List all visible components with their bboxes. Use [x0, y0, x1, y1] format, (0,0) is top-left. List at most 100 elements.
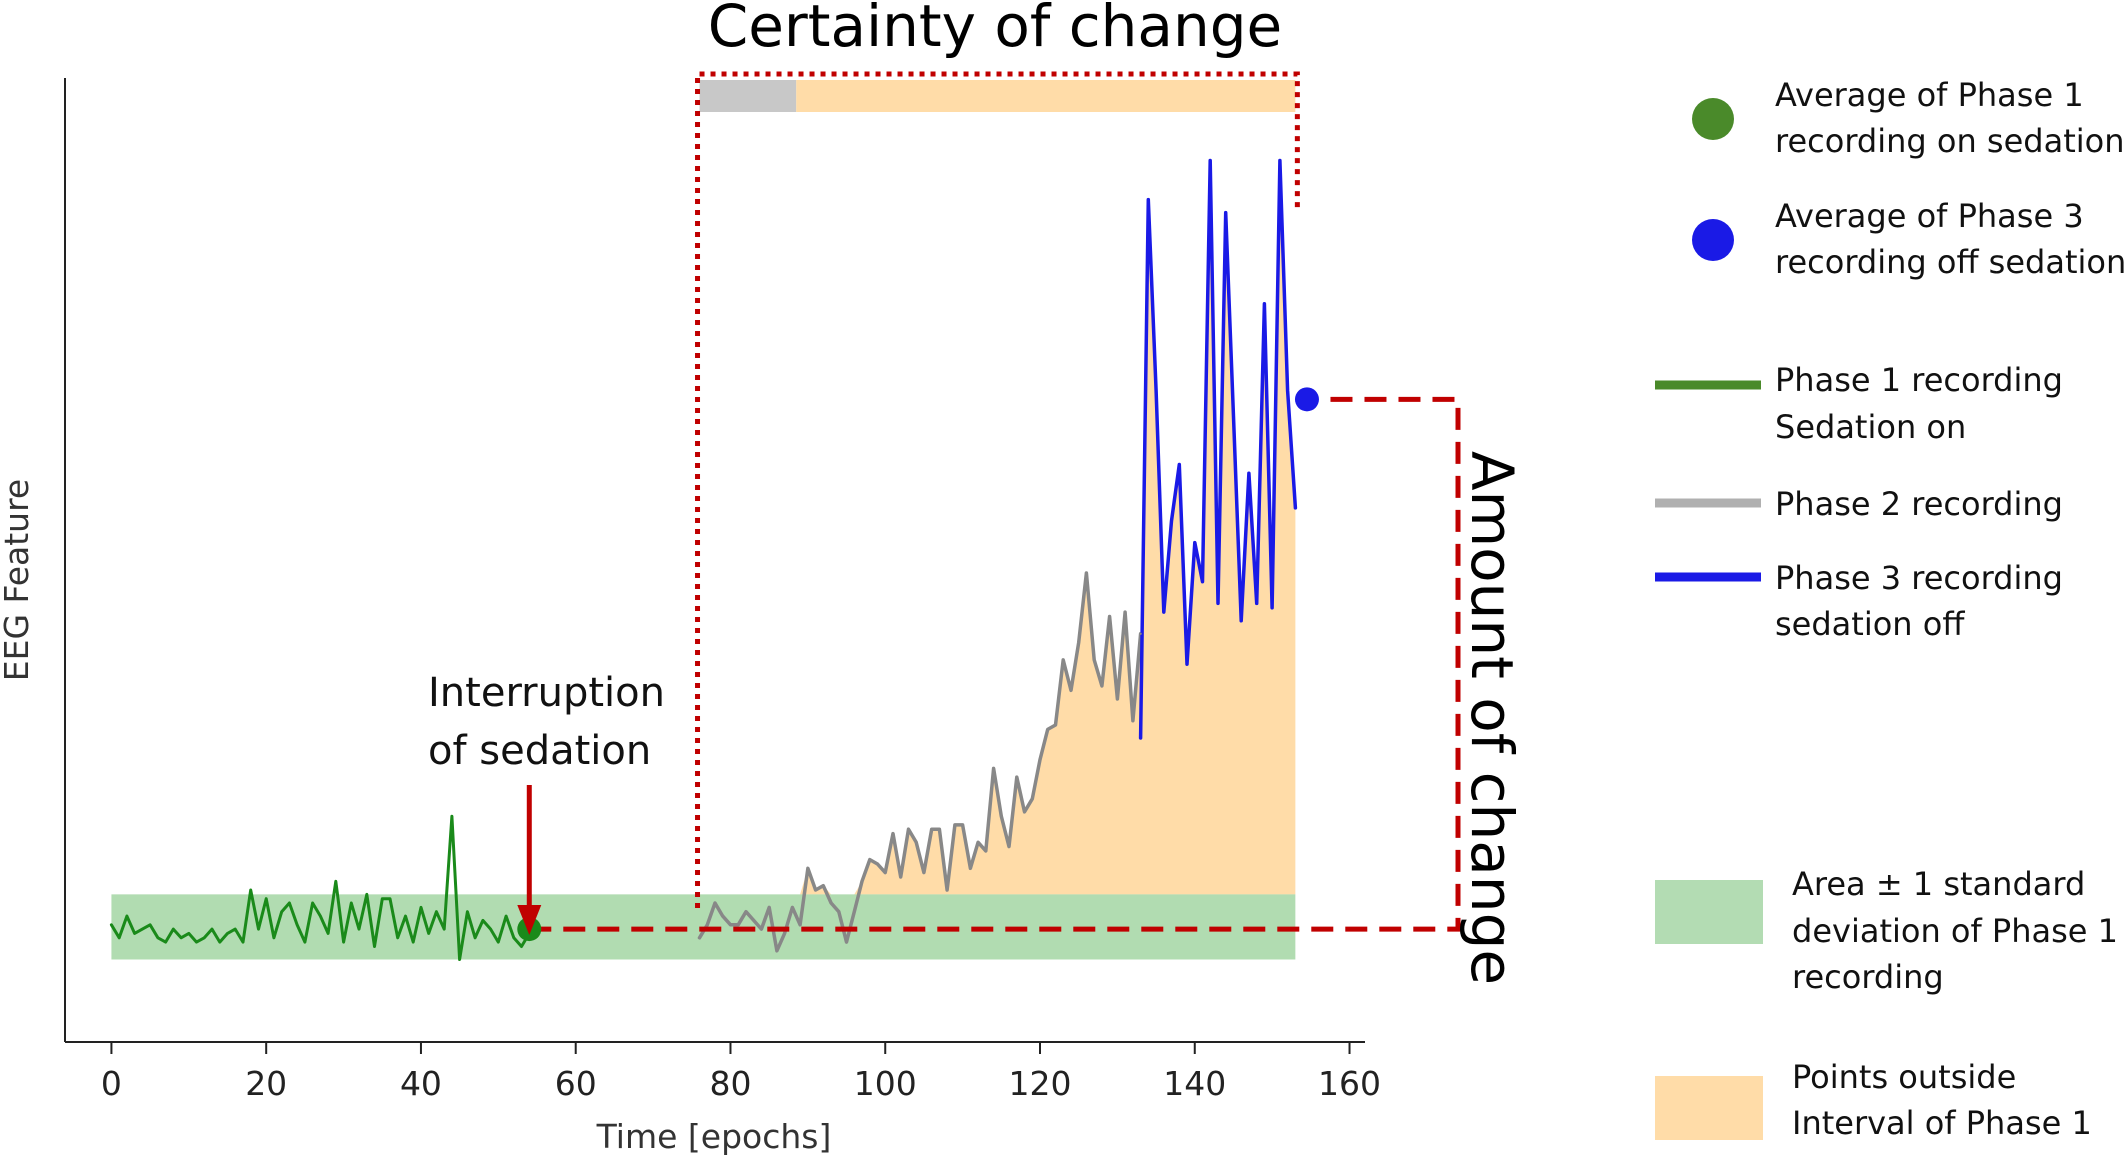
x-tick-label: 140 [1163, 1064, 1226, 1103]
data-point-phase1 [179, 936, 183, 939]
legend-label-2: Sedation on [1775, 408, 1966, 446]
data-point-phase1 [473, 936, 477, 939]
data-point-phase2 [945, 888, 949, 892]
data-point-phase2 [953, 823, 957, 827]
data-point-phase2 [806, 867, 810, 870]
legend-label-0: Average of Phase 1 [1775, 76, 2084, 114]
data-point-phase2 [1023, 810, 1026, 814]
data-point-phase2 [706, 923, 709, 926]
data-point-phase1 [450, 815, 454, 818]
data-point-phase2 [884, 871, 887, 874]
data-point-phase1 [257, 927, 260, 931]
data-point-phase1 [427, 932, 430, 935]
data-point-phase1 [443, 927, 446, 931]
data-point-phase2 [915, 841, 918, 844]
legend-label-5: Area ± 1 standard [1792, 865, 2085, 903]
data-point-phase1 [195, 940, 198, 944]
data-point-phase1 [234, 927, 237, 931]
data-point-phase2 [837, 910, 840, 913]
x-tick-label: 80 [709, 1064, 751, 1103]
data-point-phase2 [752, 919, 755, 922]
data-point-phase2 [922, 871, 926, 874]
data-point-phase1 [412, 940, 415, 944]
data-point-phase2 [713, 901, 717, 905]
data-point-phase1 [218, 940, 221, 944]
data-point-phase3 [1270, 606, 1274, 609]
data-point-phase2 [930, 828, 933, 831]
legend-label-3: Phase 2 recording [1775, 485, 2063, 523]
phase3-average-marker [1294, 387, 1319, 412]
data-point-phase2 [760, 927, 763, 931]
data-point-phase2 [783, 932, 786, 935]
data-point-phase1 [156, 936, 160, 939]
legend-label-4: Phase 3 recording [1775, 559, 2063, 597]
data-point-phase2 [729, 923, 732, 926]
data-point-phase2 [969, 867, 972, 870]
data-point-phase1 [357, 927, 361, 931]
legend-label-6: Interval of Phase 1 [1792, 1104, 2092, 1142]
data-point-phase2 [1031, 797, 1034, 800]
data-point-phase2 [984, 849, 987, 853]
data-point-phase1 [280, 910, 283, 913]
data-point-phase2 [1015, 775, 1018, 779]
data-point-phase1 [520, 945, 523, 948]
data-point-phase3 [1209, 159, 1212, 162]
data-point-phase3 [1216, 602, 1220, 605]
data-point-phase3 [1278, 159, 1282, 162]
data-point-phase1 [396, 936, 399, 939]
data-point-phase2 [1116, 697, 1119, 701]
data-point-phase1 [497, 940, 500, 944]
data-point-phase2 [829, 901, 833, 905]
legend-label-1: Average of Phase 3 [1775, 197, 2084, 235]
data-point-phase2 [860, 880, 864, 883]
data-point-phase1 [512, 936, 515, 939]
data-point-phase1 [388, 897, 392, 900]
data-point-phase2 [1139, 632, 1142, 635]
data-point-phase3 [1193, 541, 1197, 544]
data-point-phase1 [118, 936, 121, 939]
certainty-bracket [695, 71, 1300, 908]
data-point-phase3 [1286, 389, 1289, 392]
data-point-phase2 [976, 841, 980, 844]
data-point-phase1 [419, 906, 423, 909]
data-point-phase2 [737, 923, 740, 926]
data-point-phase3 [1224, 211, 1227, 214]
legend: Average of Phase 1 recording on sedation A… [1655, 76, 2126, 1142]
data-point-phase2 [961, 823, 964, 827]
data-point-phase3 [1147, 198, 1150, 201]
interruption-label-line1: Interruption [428, 670, 665, 716]
data-point-phase2 [1038, 758, 1042, 761]
annotation-layer: Certainty of change Interruption of seda… [0, 0, 1526, 1156]
certainty-bar-gray [699, 80, 797, 112]
data-point-phase1 [241, 940, 245, 944]
data-point-phase1 [311, 901, 314, 905]
data-point-phase1 [504, 914, 508, 918]
data-point-phase1 [481, 919, 485, 922]
data-point-phase3 [1170, 519, 1173, 523]
x-tick-label: 160 [1318, 1064, 1381, 1103]
data-point-phase3 [1201, 580, 1204, 583]
data-point-phase1 [288, 901, 291, 905]
data-point-phase2 [1054, 723, 1057, 727]
legend-label-5: deviation of Phase 1 [1792, 912, 2118, 950]
data-point-phase1 [172, 927, 175, 931]
data-point-phase3 [1185, 663, 1189, 666]
data-point-phase3 [1294, 506, 1297, 510]
data-point-phase2 [1108, 615, 1111, 618]
data-point-phase3 [1162, 610, 1166, 614]
x-tick-label: 40 [400, 1064, 442, 1103]
data-point-phase2 [1077, 641, 1080, 644]
data-point-phase1 [458, 958, 461, 961]
data-point-phase1 [187, 932, 190, 935]
data-point-phase2 [938, 828, 941, 831]
data-point-phase2 [1000, 815, 1003, 818]
data-point-phase1 [226, 932, 229, 935]
data-point-phase1 [249, 888, 252, 892]
data-point-phase1 [133, 932, 136, 935]
plot-area: 0 20 40 60 80 100 120 140 160 [64, 71, 1461, 1103]
x-tick-label: 20 [245, 1064, 287, 1103]
data-point-phase3 [1178, 463, 1181, 466]
data-point-phase1 [272, 936, 276, 939]
legend-label-2: Phase 1 recording [1775, 361, 2063, 399]
